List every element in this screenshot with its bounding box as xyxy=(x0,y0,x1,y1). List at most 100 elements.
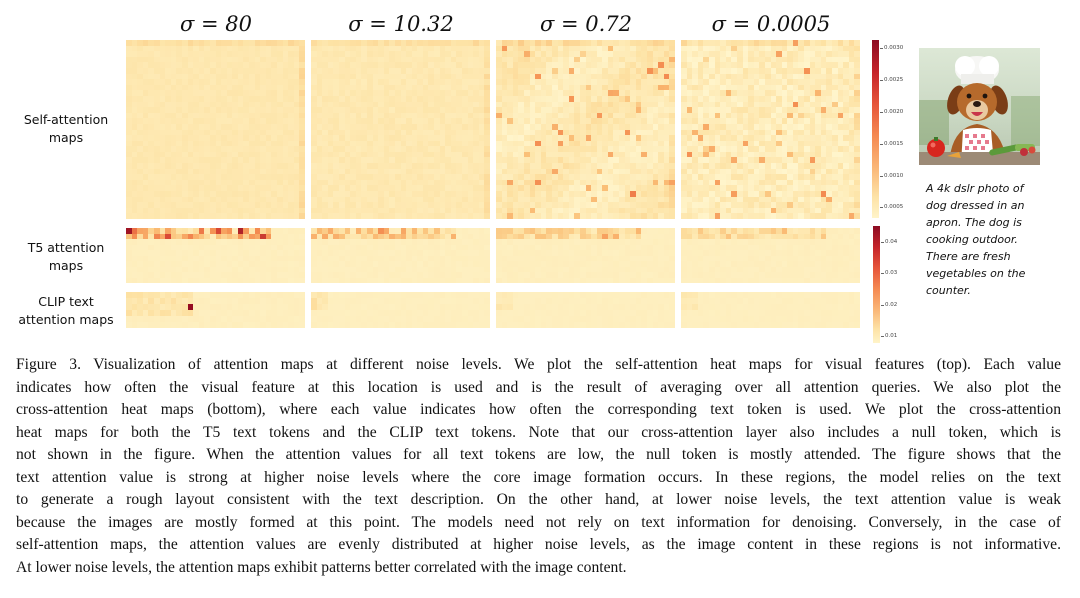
heatmap-cell xyxy=(187,163,194,169)
heatmap-cell xyxy=(607,146,614,152)
heatmap-cell xyxy=(663,207,670,214)
heatmap-cell xyxy=(159,196,166,203)
heatmap-cell xyxy=(126,277,132,283)
heatmap-cell xyxy=(484,185,490,192)
heatmap-cell xyxy=(254,135,261,141)
heatmap-cell xyxy=(540,196,547,203)
heatmap-cell xyxy=(792,196,799,203)
heatmap-cell xyxy=(574,228,580,234)
heatmap-cell xyxy=(428,277,435,283)
heatmap-cell xyxy=(720,151,726,158)
heatmap-cell xyxy=(478,266,485,272)
heatmap-cell xyxy=(338,202,345,208)
heatmap-cell xyxy=(551,140,558,147)
heatmap-cell xyxy=(226,151,233,158)
heatmap-cell xyxy=(708,146,715,152)
heatmap-cell xyxy=(221,272,227,278)
heatmap-cell xyxy=(540,191,547,197)
heatmap-cell xyxy=(417,266,423,272)
heatmap-cell xyxy=(764,62,771,68)
heatmap-cell xyxy=(142,255,149,261)
heatmap-cell xyxy=(484,112,490,119)
heatmap-cell xyxy=(406,277,412,283)
heatmap-cell xyxy=(170,151,177,158)
heatmap-cell xyxy=(540,239,547,245)
heatmap-cell xyxy=(311,140,317,147)
heatmap-cell xyxy=(804,135,810,141)
heatmap-cell xyxy=(496,174,502,180)
heatmap-cell xyxy=(703,79,709,85)
heatmap-cell xyxy=(815,118,821,124)
heatmap-cell xyxy=(288,51,294,57)
heatmap-cell xyxy=(288,101,294,108)
heatmap-cell xyxy=(787,84,793,91)
heatmap-cell xyxy=(613,250,620,256)
heatmap-cell xyxy=(697,179,704,186)
heatmap-cell xyxy=(529,107,536,113)
heatmap-cell xyxy=(406,266,412,272)
heatmap-cell xyxy=(478,272,485,278)
heatmap-cell xyxy=(635,244,642,250)
heatmap-cell xyxy=(798,185,805,192)
heatmap-cell xyxy=(630,51,636,57)
heatmap-cell xyxy=(193,40,199,46)
heatmap-cell xyxy=(204,84,210,91)
heatmap-cell xyxy=(518,79,524,85)
heatmap-cell xyxy=(619,168,625,175)
heatmap-cell xyxy=(170,185,177,192)
heatmap-cell xyxy=(484,79,490,85)
heatmap-cell xyxy=(467,174,474,180)
column-title-sigma-10-32: σ = 10.32 xyxy=(348,12,454,36)
heatmap-cell xyxy=(596,135,603,141)
heatmap-cell xyxy=(496,135,502,141)
heatmap-cell xyxy=(126,266,132,272)
heatmap-cell xyxy=(501,255,508,261)
heatmap-cell xyxy=(282,118,289,124)
heatmap-cell xyxy=(350,67,356,74)
heatmap-cell xyxy=(366,123,373,130)
heatmap-cell xyxy=(478,135,485,141)
heatmap-cell xyxy=(187,151,194,158)
heatmap-cell xyxy=(602,239,608,245)
heatmap-cell xyxy=(389,272,395,278)
heatmap-cell xyxy=(635,168,642,175)
heatmap-cell xyxy=(311,67,317,74)
heatmap-cell xyxy=(165,174,171,180)
heatmap-cell xyxy=(764,67,771,74)
heatmap-cell xyxy=(293,239,300,245)
heatmap-cell xyxy=(613,244,620,250)
heatmap-cell xyxy=(406,90,412,96)
heatmap-cell xyxy=(624,250,631,256)
heatmap-cell xyxy=(299,123,305,130)
heatmap-cell xyxy=(507,255,513,261)
heatmap-cell xyxy=(630,213,636,219)
heatmap-cell xyxy=(198,112,205,119)
heatmap-cell xyxy=(450,277,457,283)
heatmap-cell xyxy=(826,168,833,175)
heatmap-cell xyxy=(148,135,154,141)
heatmap-cell xyxy=(126,233,132,239)
heatmap-cell xyxy=(473,140,479,147)
heatmap-cell xyxy=(647,255,653,261)
heatmap-cell xyxy=(496,84,502,91)
heatmap-cell xyxy=(293,261,300,267)
heatmap-cell xyxy=(355,207,362,214)
heatmap-cell xyxy=(804,174,810,180)
heatmap-cell xyxy=(366,174,373,180)
heatmap-cell xyxy=(176,233,182,239)
heatmap-cell xyxy=(496,51,502,57)
heatmap-cell xyxy=(260,45,266,52)
heatmap-cell xyxy=(619,157,625,164)
heatmap-cell xyxy=(820,140,827,147)
heatmap-cell xyxy=(456,45,463,52)
heatmap-cell xyxy=(540,40,547,46)
heatmap-cell xyxy=(209,129,216,136)
heatmap-cell xyxy=(383,135,390,141)
heatmap-cell xyxy=(624,67,631,74)
heatmap-cell xyxy=(153,112,160,119)
heatmap-cell xyxy=(535,250,541,256)
heatmap-cell xyxy=(204,185,210,192)
heatmap-cell xyxy=(361,51,367,57)
heatmap-cell xyxy=(254,174,261,180)
heatmap-cell xyxy=(288,168,294,175)
